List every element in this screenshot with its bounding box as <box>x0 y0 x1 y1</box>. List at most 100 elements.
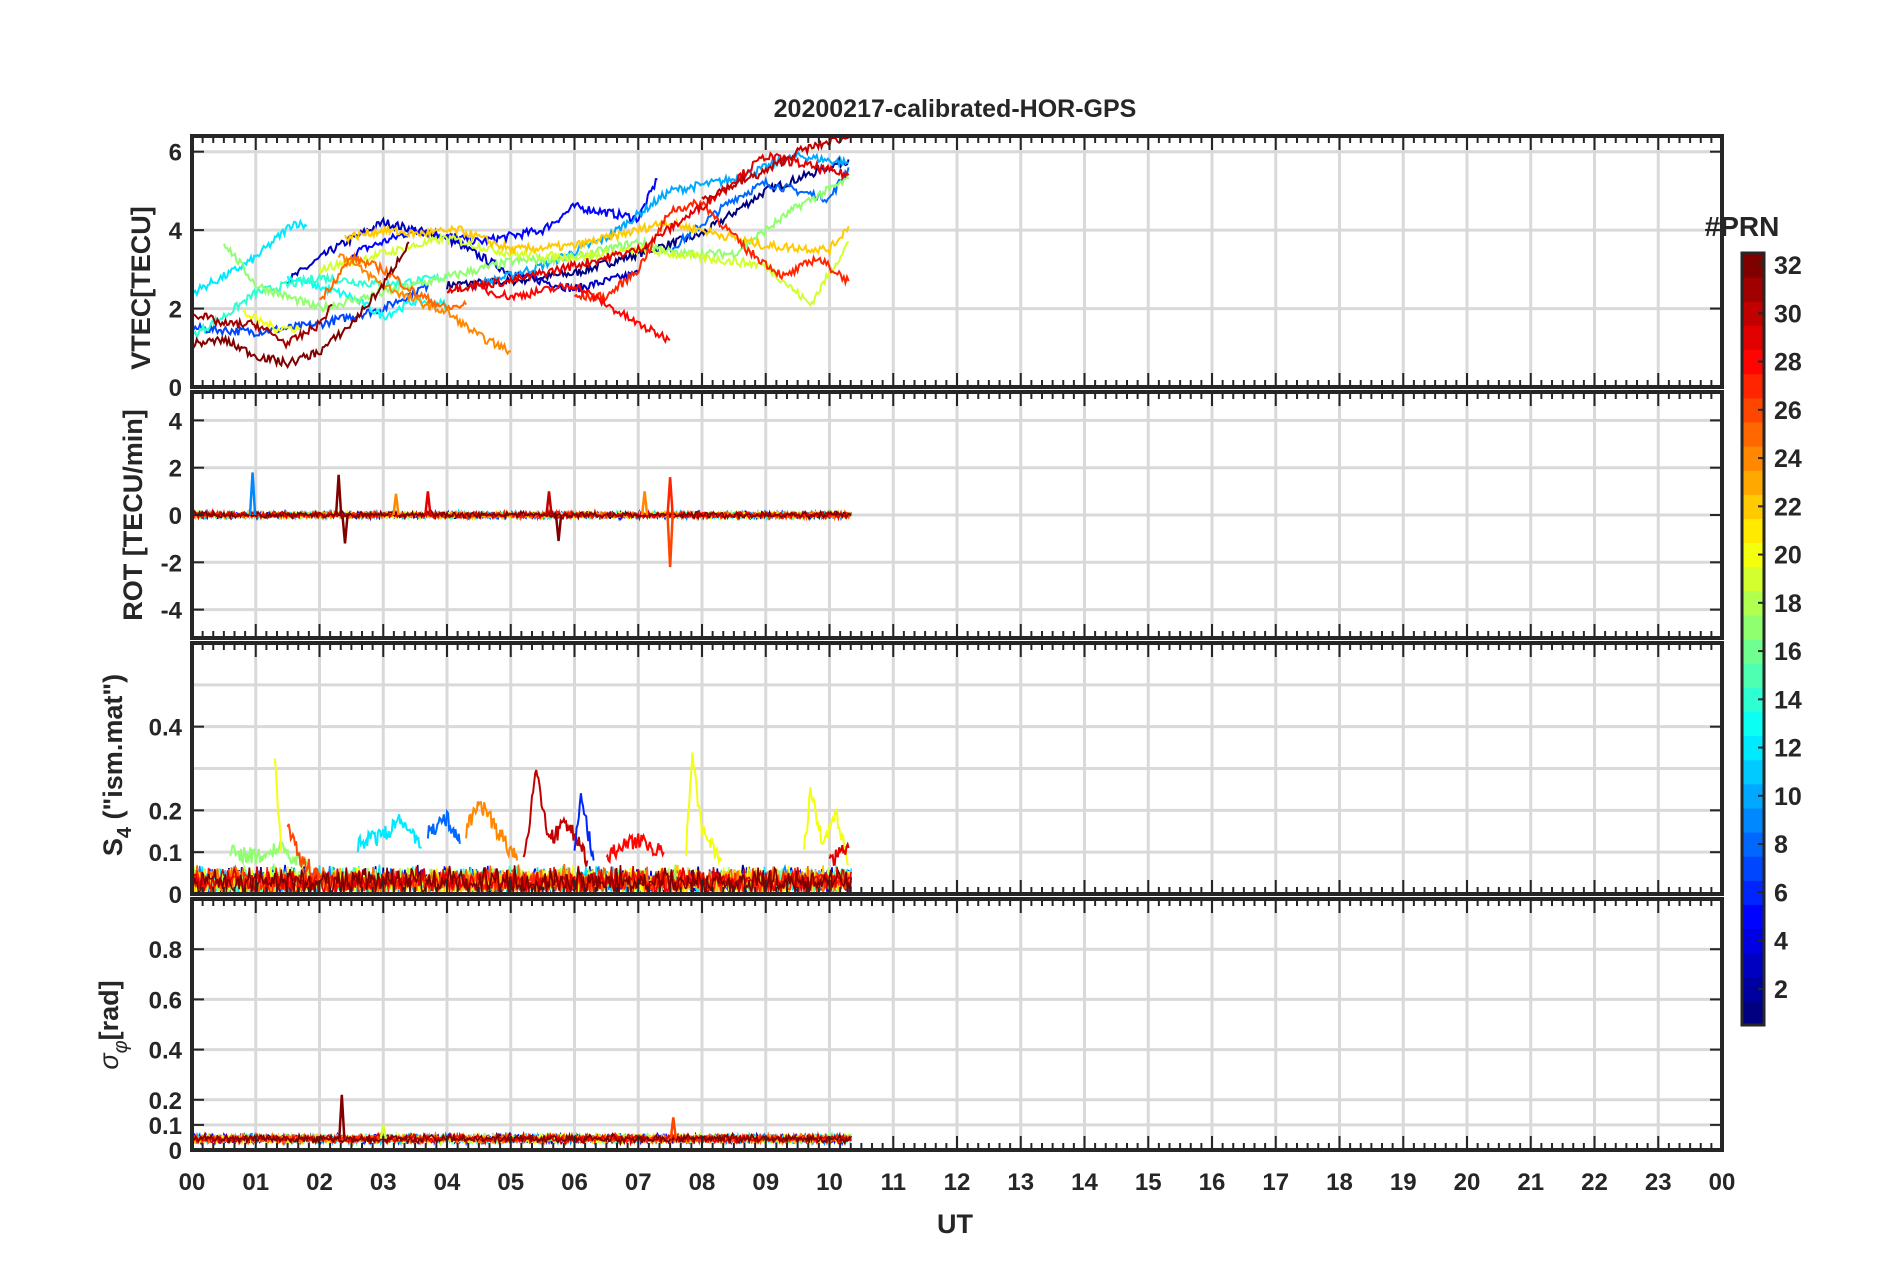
burst-prn-12 <box>356 813 422 853</box>
x-tick-label: 06 <box>561 1169 588 1196</box>
series-line-prn-27 <box>573 198 850 303</box>
x-tick-label: 04 <box>434 1169 461 1196</box>
x-tick-label: 10 <box>816 1169 843 1196</box>
series-line-prn-20 <box>242 308 301 334</box>
y-tick-label: 0.8 <box>149 937 182 964</box>
colorbar-title: #PRN <box>1705 211 1780 242</box>
y-tick-label: 0 <box>169 503 182 530</box>
colorbar-tick-label: 14 <box>1774 686 1802 714</box>
x-tick-label: 19 <box>1390 1169 1417 1196</box>
series-line-prn-24 <box>337 252 512 356</box>
y-tick-label: 0.1 <box>149 1113 182 1140</box>
x-tick-label: 09 <box>752 1169 779 1196</box>
burst-prn-30 <box>522 769 589 867</box>
series-line-prn-5 <box>350 178 658 259</box>
x-tick-label: 08 <box>689 1169 716 1196</box>
colorbar-tick-label: 32 <box>1774 252 1802 280</box>
x-tick-label: 22 <box>1581 1169 1608 1196</box>
panel-rot: -4 -2 0 2 4 ROT [TECU/min] <box>118 390 1724 640</box>
colorbar-tick-label: 18 <box>1774 590 1802 618</box>
colorbar-strip <box>1742 494 1764 519</box>
rot-ylabel: ROT [TECU/min] <box>118 409 148 620</box>
x-tick-label: 18 <box>1326 1169 1353 1196</box>
sigma-ylabel: σφ[rad] <box>94 980 132 1069</box>
burst-prn-29 <box>828 841 850 867</box>
colorbar-tick-label: 30 <box>1774 300 1802 328</box>
colorbar-strip <box>1742 614 1764 640</box>
x-tick-label: 23 <box>1645 1169 1672 1196</box>
x-tick-label: 16 <box>1199 1169 1226 1196</box>
colorbar-tick-label: 4 <box>1774 928 1788 956</box>
series-line-prn-8 <box>669 167 850 253</box>
spike-prn-32 <box>554 514 563 542</box>
noise-trace-prn-32 <box>191 865 852 895</box>
y-tick-label: 0.1 <box>149 840 182 867</box>
spike-prn-26 <box>666 514 674 568</box>
colorbar-tick-label: 2 <box>1774 976 1788 1004</box>
series-line-prn-22 <box>344 217 850 258</box>
y-tick-label: 0.6 <box>149 987 182 1014</box>
colorbar-strip <box>1742 735 1764 761</box>
colorbar-tick-label: 6 <box>1774 879 1788 907</box>
x-tick-label: 00 <box>179 1169 206 1196</box>
x-tick-label: 13 <box>1007 1169 1034 1196</box>
spike-prn-30 <box>545 491 553 516</box>
burst-prn-26 <box>286 823 321 881</box>
series-line-prn-13 <box>286 275 448 321</box>
colorbar-strip <box>1742 277 1764 302</box>
x-tick-label: 11 <box>881 1169 906 1196</box>
colorbar-frame <box>1740 251 1766 1027</box>
x-tick-label: 01 <box>242 1169 269 1196</box>
series-line-prn-30 <box>701 137 849 203</box>
y-tick-label: 0 <box>169 375 182 402</box>
colorbar-strip <box>1742 832 1764 857</box>
burst-prn-20 <box>685 752 722 866</box>
colorbar-strip <box>1742 373 1764 399</box>
x-tick-label: 21 <box>1517 1169 1544 1196</box>
x-tick-label: 03 <box>370 1169 397 1196</box>
colorbar-strip <box>1742 880 1764 905</box>
colorbar-strip <box>1742 783 1764 809</box>
burst-prn-8 <box>426 808 461 844</box>
s4-ylabel-sub: 4 <box>114 826 136 838</box>
colorbar-strip <box>1742 301 1764 326</box>
colorbar-strip <box>1742 349 1764 375</box>
noise-trace-prn-32 <box>191 509 852 522</box>
colorbar-strip <box>1742 253 1764 278</box>
series-line-prn-7 <box>191 279 429 338</box>
y-tick-label: 0.4 <box>149 1038 183 1065</box>
colorbar-strip <box>1742 542 1764 568</box>
burst-prn-20 <box>803 787 849 866</box>
colorbar-strip <box>1742 928 1764 954</box>
sigma-ylabel-main: σ <box>94 1052 124 1070</box>
spike-prn-24 <box>640 491 649 516</box>
colorbar-strip <box>1742 446 1764 471</box>
x-tick-label: 14 <box>1071 1169 1098 1196</box>
colorbar-tick-label: 26 <box>1774 397 1802 425</box>
y-tick-label: -2 <box>161 550 182 577</box>
colorbar-tick-label: 28 <box>1774 349 1802 377</box>
series-line-prn-31 <box>191 303 333 350</box>
y-tick-label: 0.2 <box>149 798 182 825</box>
series-line-prn-28 <box>478 282 671 345</box>
colorbar-strip <box>1742 1000 1764 1026</box>
y-tick-label: 6 <box>169 140 182 167</box>
y-tick-label: 0.2 <box>149 1088 182 1115</box>
colorbar-tick-label: 8 <box>1774 831 1788 859</box>
x-tick-label: 20 <box>1454 1169 1481 1196</box>
x-tick-label: 00 <box>1709 1169 1736 1196</box>
burst-prn-24 <box>465 800 519 861</box>
colorbar-strip <box>1742 325 1764 351</box>
colorbar-strip <box>1742 590 1764 616</box>
colorbar-tick-label: 12 <box>1774 735 1802 763</box>
noise-trace-prn-32 <box>191 1131 852 1147</box>
spike-prn-32 <box>341 514 349 544</box>
series-line-prn-32 <box>191 241 410 370</box>
x-axis-label: UT <box>937 1209 973 1239</box>
burst-prn-28 <box>605 832 665 865</box>
x-tick-labels: 00 01 02 03 04 05 06 07 08 09 10 11 12 13 14 15 16 17 18 19… <box>179 1169 1736 1196</box>
colorbar-tick-label: 22 <box>1774 493 1802 521</box>
y-tick-label: 0.4 <box>149 715 183 742</box>
